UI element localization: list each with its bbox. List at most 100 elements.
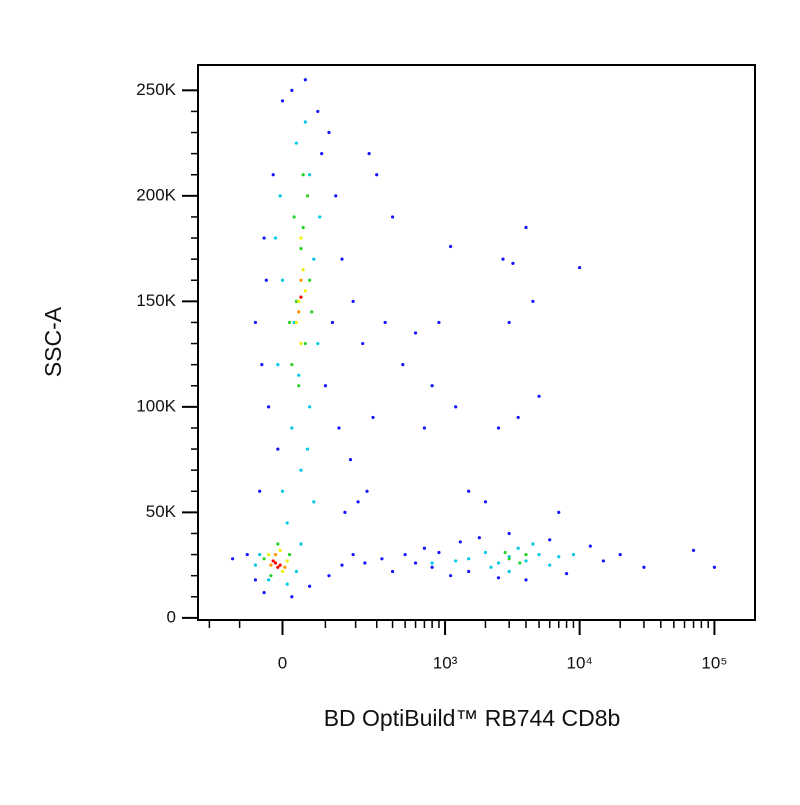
event-dot <box>537 552 541 557</box>
event-dot <box>299 295 303 299</box>
event-dot <box>269 563 273 567</box>
event-dot <box>273 561 278 565</box>
x-tick-label: 10³ <box>433 653 458 672</box>
event-dot <box>507 569 511 574</box>
event-dot <box>516 546 520 550</box>
event-dot <box>334 194 338 198</box>
event-dot <box>303 120 307 124</box>
event-dot <box>276 542 280 546</box>
event-dot <box>280 569 285 574</box>
event-dot <box>531 542 535 546</box>
event-dot <box>262 590 266 595</box>
event-dot <box>323 384 328 388</box>
event-dot <box>258 552 262 557</box>
event-dot <box>301 173 305 177</box>
event-dot <box>454 405 458 409</box>
event-dot <box>507 320 511 325</box>
event-dot <box>524 559 528 563</box>
event-dot <box>276 363 280 367</box>
event-dot <box>518 561 522 565</box>
event-dot <box>524 225 528 230</box>
event-dot <box>467 489 471 493</box>
event-dot <box>578 265 582 270</box>
event-dot <box>278 194 282 198</box>
event-dot <box>363 561 367 565</box>
event-dot <box>618 552 622 557</box>
event-dot <box>320 152 324 156</box>
x-tick-label: 10⁵ <box>701 653 727 672</box>
event-dot <box>340 257 344 261</box>
event-dot <box>280 489 285 493</box>
event-dot <box>477 536 481 540</box>
event-dot <box>437 550 441 555</box>
event-dot <box>269 574 273 578</box>
event-dot <box>448 574 453 578</box>
event-dot <box>276 565 280 569</box>
event-dot <box>290 595 294 599</box>
event-dot <box>285 559 289 563</box>
event-dot <box>343 510 347 514</box>
y-tick-label: 100K <box>136 396 176 415</box>
event-dot <box>601 559 605 563</box>
event-dot <box>303 78 307 82</box>
event-dot <box>467 557 471 561</box>
event-dot <box>691 548 696 552</box>
event-dot <box>285 521 289 525</box>
y-tick-label: 150K <box>136 291 176 310</box>
event-dot <box>283 565 287 569</box>
event-dot <box>287 320 292 325</box>
event-dot <box>564 571 569 576</box>
event-dot <box>287 552 292 557</box>
event-dot <box>548 563 552 567</box>
event-dot <box>280 99 285 103</box>
event-dot <box>308 173 312 177</box>
y-tick-label: 50K <box>146 502 177 521</box>
event-dot <box>403 552 407 557</box>
event-dot <box>301 268 305 272</box>
event-dot <box>276 447 280 451</box>
event-dot <box>448 244 453 249</box>
event-dot <box>390 569 395 574</box>
event-dot <box>310 310 314 314</box>
event-dot <box>305 194 310 198</box>
event-dot <box>413 561 418 565</box>
event-dot <box>245 552 249 557</box>
event-dot <box>278 563 282 567</box>
event-dot <box>271 559 275 563</box>
event-dot <box>337 426 341 430</box>
event-dot <box>273 236 278 240</box>
event-dot <box>260 363 264 367</box>
x-tick-label: 10⁴ <box>567 653 593 672</box>
event-dot <box>308 405 312 409</box>
x-axis-title: BD OptiBuild™ RB744 CD8b <box>324 705 621 731</box>
event-dot <box>454 559 458 563</box>
event-dot <box>371 415 375 420</box>
event-dot <box>290 363 294 367</box>
event-dot <box>318 215 322 219</box>
event-dot <box>297 373 301 377</box>
event-dot <box>413 331 418 335</box>
event-dot <box>422 546 427 550</box>
event-dot <box>308 278 312 282</box>
event-dot <box>297 384 301 388</box>
event-dot <box>430 565 434 569</box>
event-dot <box>380 557 384 561</box>
event-dot <box>299 236 303 240</box>
event-dot <box>253 578 257 582</box>
y-tick-label: 250K <box>136 80 176 99</box>
event-dot <box>430 384 434 388</box>
y-axis-title: SSC-A <box>40 306 66 377</box>
y-tick-label: 0 <box>167 607 176 626</box>
event-dot <box>266 578 271 582</box>
event-dot <box>365 489 369 493</box>
event-dot <box>253 563 257 567</box>
event-dot <box>557 510 561 514</box>
event-dot <box>294 569 299 574</box>
event-dot <box>458 540 462 544</box>
event-dot <box>507 557 511 561</box>
event-dot <box>327 130 331 135</box>
event-dot <box>361 341 365 346</box>
event-dot <box>548 538 552 542</box>
